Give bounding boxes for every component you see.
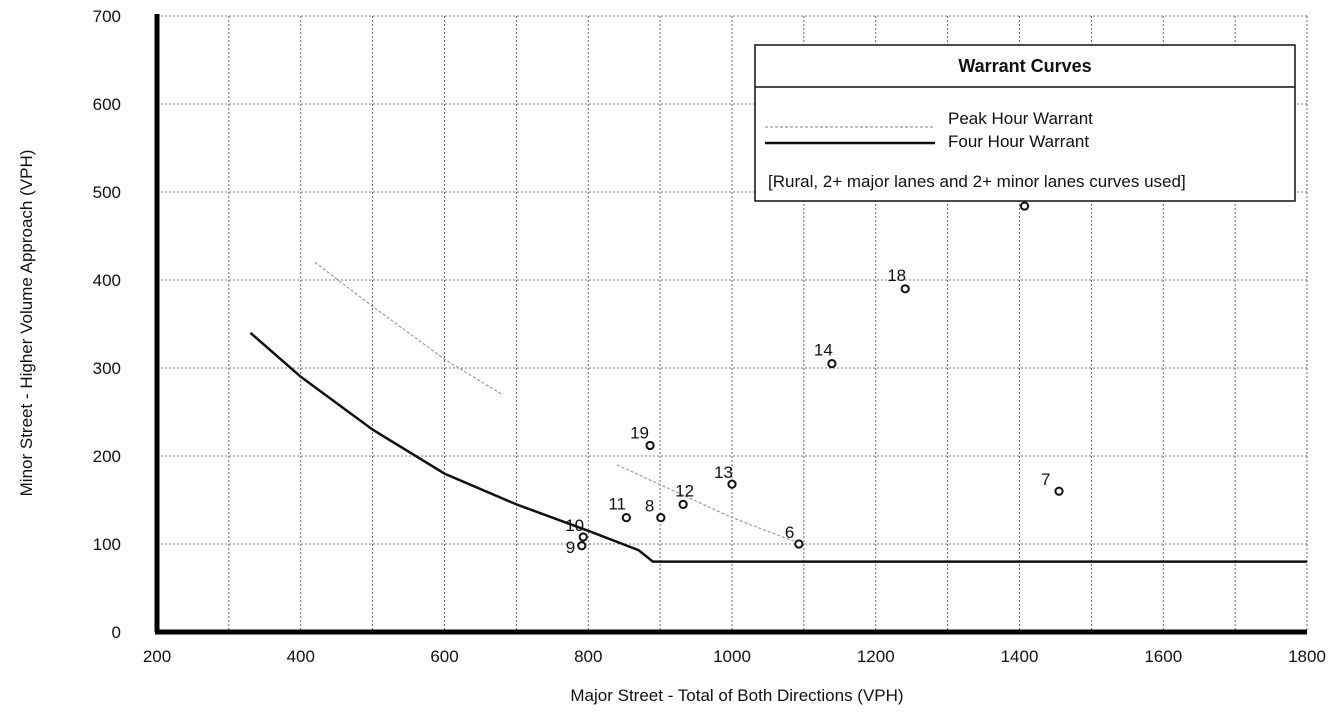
x-tick-label: 1400 <box>1001 647 1039 666</box>
y-tick-label: 500 <box>93 183 121 202</box>
data-point-10 <box>578 532 588 542</box>
x-tick-label: 1200 <box>857 647 895 666</box>
legend-entry-peak-hour: Peak Hour Warrant <box>948 109 1093 128</box>
data-point-19 <box>645 440 655 451</box>
y-tick-label: 0 <box>112 623 121 642</box>
data-point-9 <box>577 541 587 551</box>
data-point-18 <box>900 284 910 294</box>
x-tick-label: 1800 <box>1288 647 1326 666</box>
data-point-13 <box>727 479 737 489</box>
peak-hour-warrant-line <box>314 261 503 395</box>
x-tick-label: 400 <box>287 647 315 666</box>
y-tick-label: 600 <box>93 95 121 114</box>
x-tick-label: 1000 <box>713 647 751 666</box>
data-point-label-11: 11 <box>608 495 626 514</box>
data-point-label-8: 8 <box>645 497 654 516</box>
x-tick-label: 800 <box>574 647 602 666</box>
data-point-label-10: 10 <box>565 516 584 535</box>
data-point-label-7: 7 <box>1041 470 1050 489</box>
data-point-label-12: 12 <box>675 481 694 500</box>
data-point-8 <box>656 513 666 523</box>
data-point-6 <box>794 539 804 549</box>
data-point-11 <box>621 513 631 523</box>
y-tick-label: 300 <box>93 359 121 378</box>
y-tick-label: 700 <box>93 7 121 26</box>
axes <box>154 14 1307 635</box>
data-point-15 <box>1019 201 1030 211</box>
x-tick-label: 1600 <box>1144 647 1182 666</box>
data-point-label-14: 14 <box>814 341 833 360</box>
data-point-label-18: 18 <box>887 266 906 285</box>
legend-box <box>754 44 1296 202</box>
data-point-7 <box>1054 486 1064 496</box>
legend: Warrant Curves Peak Hour Warrant Four Ho… <box>754 44 1296 202</box>
warrant-curves <box>249 261 1307 563</box>
legend-entry-four-hour: Four Hour Warrant <box>948 132 1089 151</box>
peak-hour-warrant-line <box>616 464 805 545</box>
y-tick-label: 400 <box>93 271 121 290</box>
x-tick-label: 600 <box>430 647 458 666</box>
data-point-label-19: 19 <box>630 423 649 442</box>
legend-title: Warrant Curves <box>958 56 1091 76</box>
grid <box>157 15 1308 632</box>
data-point-12 <box>678 499 688 509</box>
tick-labels: 200 400 600 800 1000 1200 1400 1600 1800 0 100 200 3… <box>93 7 1326 666</box>
y-tick-label: 200 <box>93 447 121 466</box>
data-point-14 <box>827 359 837 369</box>
data-point-label-6: 6 <box>785 523 794 542</box>
x-axis-label: Major Street - Total of Both Directions … <box>570 686 903 705</box>
four-hour-warrant-line <box>249 331 1307 563</box>
legend-note: [Rural, 2+ major lanes and 2+ minor lane… <box>768 172 1186 191</box>
y-tick-label: 100 <box>93 535 121 554</box>
y-axis-label: Minor Street - Higher Volume Approach (V… <box>17 150 36 497</box>
data-point-label-13: 13 <box>714 463 733 482</box>
x-tick-label: 200 <box>143 647 171 666</box>
data-point-label-9: 9 <box>566 538 575 557</box>
